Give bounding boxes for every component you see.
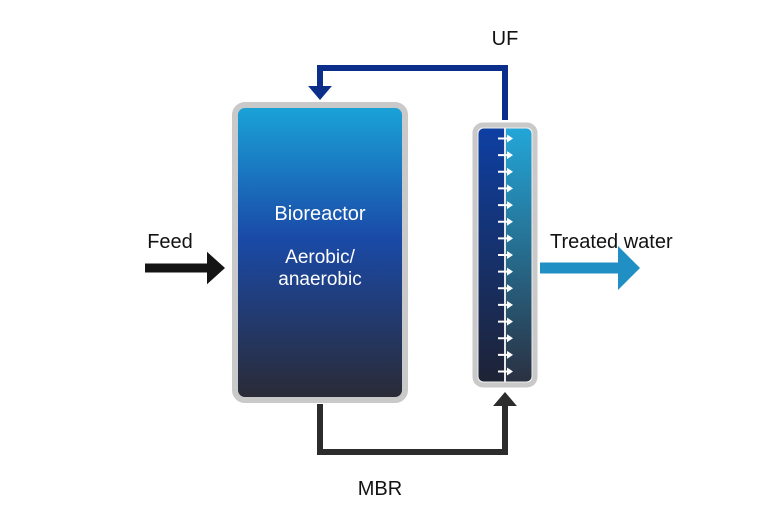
uf-unit: [475, 125, 535, 385]
feed-label: Feed: [147, 231, 193, 253]
treated-label: Treated water: [550, 231, 673, 253]
bioreactor-mode: anaerobic: [278, 269, 361, 290]
bioreactor-title: Bioreactor: [274, 203, 365, 225]
bioreactor-mode: Aerobic/: [285, 247, 355, 268]
mbr-label: MBR: [358, 478, 402, 500]
uf-label: UF: [492, 28, 519, 50]
feed-arrow: [145, 252, 225, 284]
